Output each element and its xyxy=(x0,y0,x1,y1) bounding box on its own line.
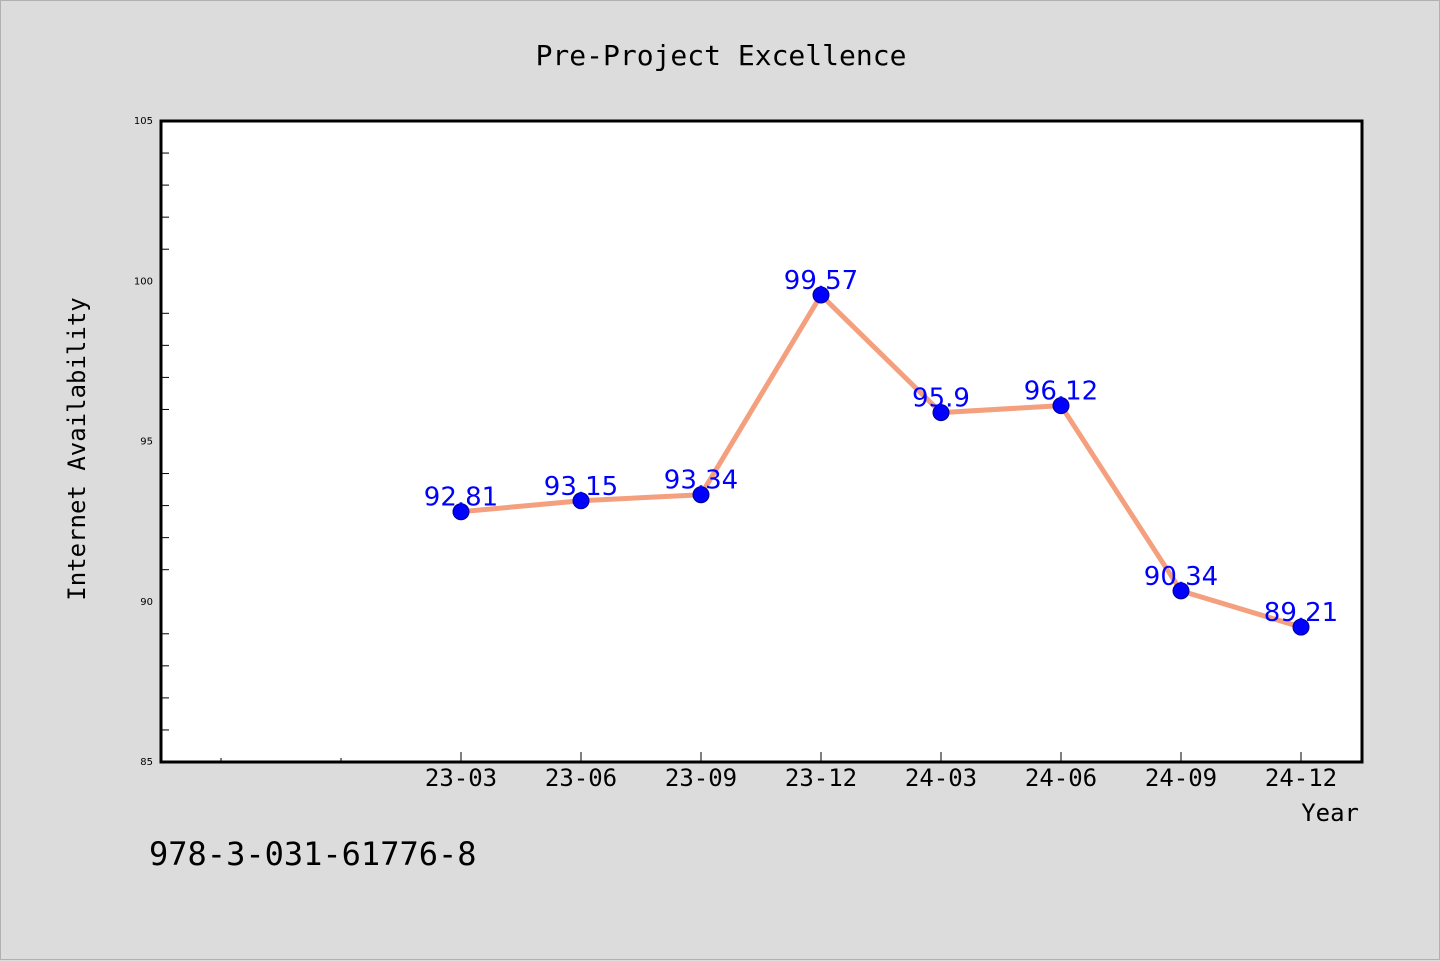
x-axis: 23-03 23-06 23-09 23-12 24-03 24-06 24-09 24-12 xyxy=(220,752,1337,792)
series-line xyxy=(460,292,1302,630)
data-label: 89.21 xyxy=(1264,598,1338,628)
data-point xyxy=(1052,397,1070,415)
data-point xyxy=(932,404,950,422)
x-tick-label: 24-09 xyxy=(1145,764,1217,792)
chart-title: Pre-Project Excellence xyxy=(536,39,907,72)
data-label: 93.34 xyxy=(664,466,738,496)
footer-id-text: 978-3-031-61776-8 xyxy=(149,835,477,873)
data-label: 92.81 xyxy=(424,483,498,513)
data-label: 90.34 xyxy=(1144,562,1218,592)
data-point xyxy=(1292,618,1310,636)
data-point xyxy=(692,486,710,504)
data-label: 95.9 xyxy=(912,384,970,414)
x-tick-label: 24-06 xyxy=(1025,764,1097,792)
x-tick-label: 24-03 xyxy=(905,764,977,792)
y-tick-label: 85 xyxy=(140,757,153,768)
data-point xyxy=(452,503,470,521)
plot-border xyxy=(159,119,1364,764)
plot-area xyxy=(161,121,1362,762)
data-label: 93.15 xyxy=(544,472,618,502)
y-tick-label: 90 xyxy=(140,597,153,608)
x-tick-label: 23-06 xyxy=(545,764,617,792)
series-layer: 92.81 93.15 93.34 99.57 95.9 96.12 90.34 89.21 xyxy=(424,266,1338,636)
x-tick-label: 23-03 xyxy=(425,764,497,792)
x-tick-label: 23-12 xyxy=(785,764,857,792)
y-tick-label: 100 xyxy=(134,276,153,287)
data-label: 99.57 xyxy=(784,266,858,296)
y-tick-label: 95 xyxy=(140,437,153,448)
data-point xyxy=(1172,582,1190,600)
data-point xyxy=(572,492,590,510)
x-axis-label: Year xyxy=(1301,799,1359,827)
x-tick-label: 24-12 xyxy=(1265,764,1337,792)
y-axis-label: Internet Availability xyxy=(63,297,91,600)
data-label: 96.12 xyxy=(1024,377,1098,407)
y-tick-label: 105 xyxy=(134,116,153,127)
data-point xyxy=(812,286,830,304)
x-tick-label: 23-09 xyxy=(665,764,737,792)
